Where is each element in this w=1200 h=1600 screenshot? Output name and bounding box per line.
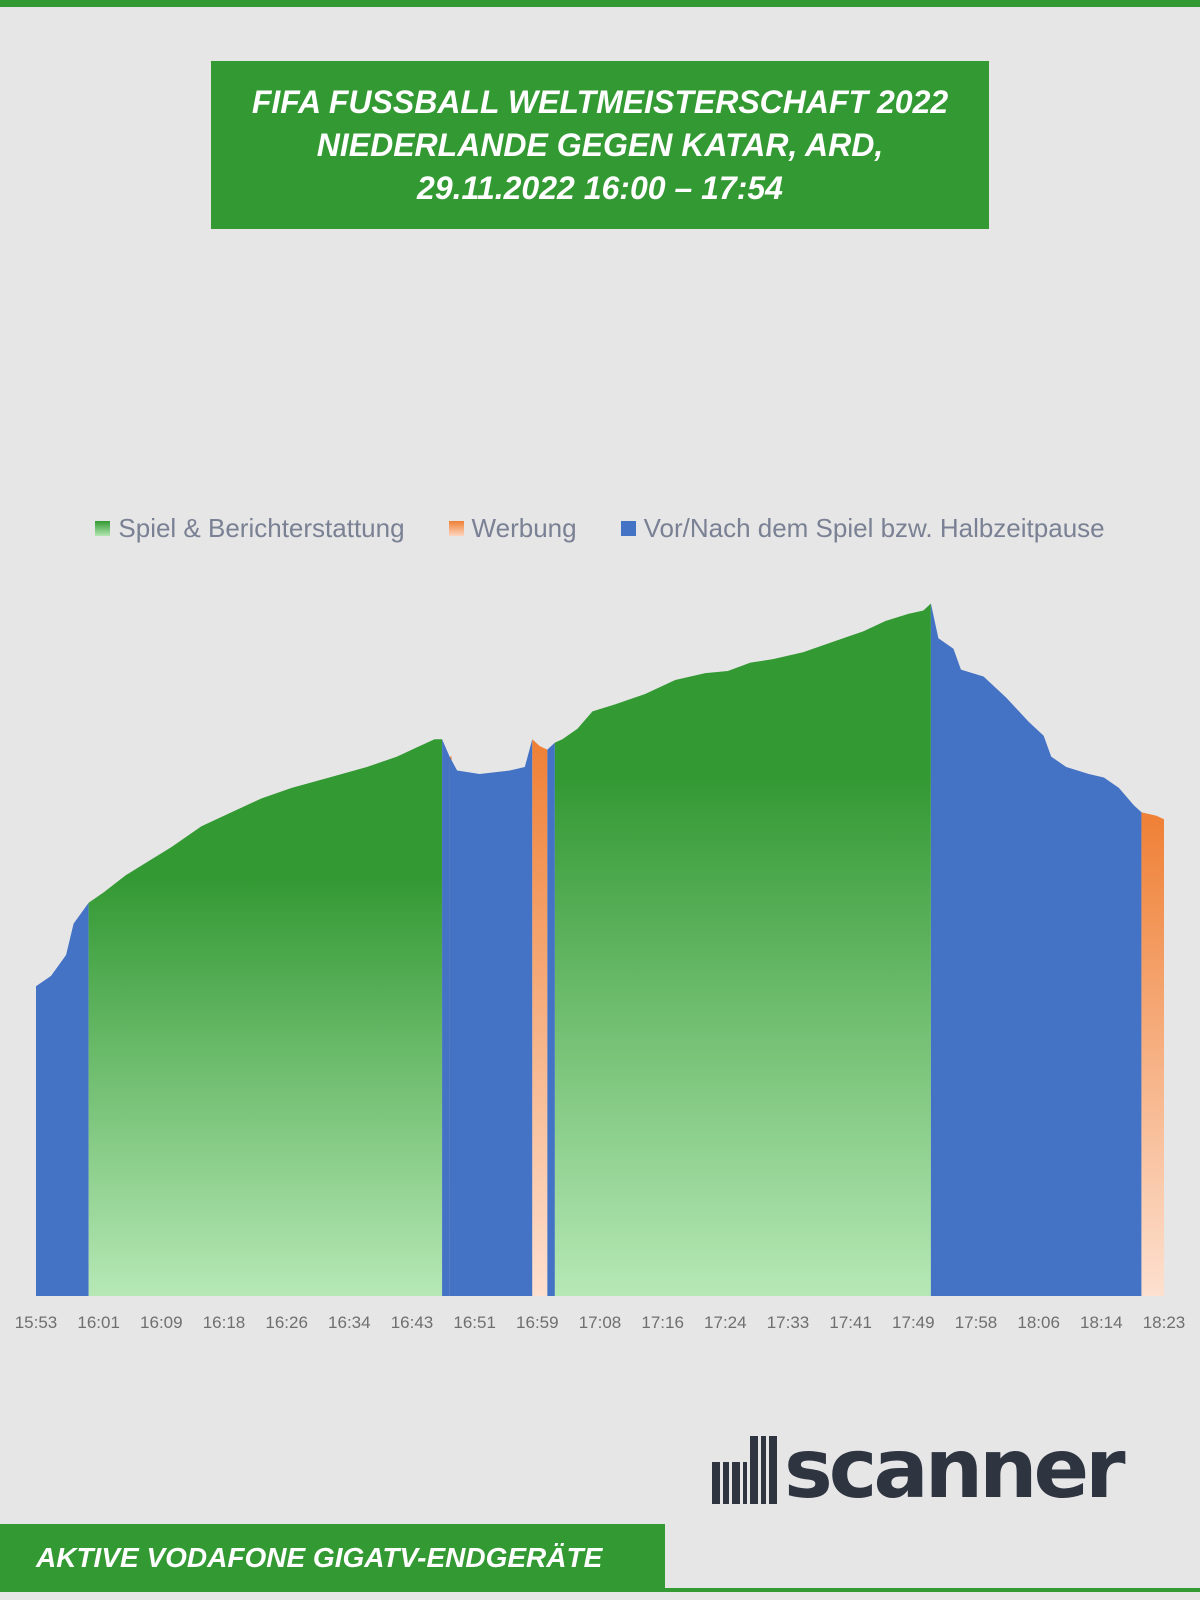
- x-tick-label: 18:23: [1143, 1313, 1186, 1332]
- area-segment-pause: [547, 742, 555, 1296]
- x-tick-label: 18:06: [1017, 1313, 1060, 1332]
- title-line-1: FIFA FUSSBALL WELTMEISTERSCHAFT 2022: [251, 83, 949, 120]
- x-tick-label: 16:09: [140, 1313, 183, 1332]
- chart-title: FIFA FUSSBALL WELTMEISTERSCHAFT 2022 NIE…: [211, 61, 989, 229]
- top-accent-bar: [0, 0, 1200, 7]
- area-segment-pause: [36, 902, 89, 1296]
- area-segment-pause: [442, 739, 450, 1296]
- legend-label-pause: Vor/Nach dem Spiel bzw. Halbzeitpause: [643, 512, 1105, 543]
- x-tick-label: 16:34: [328, 1313, 371, 1332]
- area-segment-pause: [449, 739, 533, 1296]
- x-tick-label: 17:58: [955, 1313, 998, 1332]
- legend-swatch-werbung: [448, 520, 464, 536]
- area-segment-spiel: [88, 739, 443, 1296]
- x-tick-label: 18:14: [1080, 1313, 1123, 1332]
- x-tick-label: 17:33: [767, 1313, 810, 1332]
- x-tick-label: 16:51: [453, 1313, 496, 1332]
- area-chart: 15:53 16:01 16:09 16:18 16:26 16:34 16:43 16:51…: [15, 603, 1186, 1332]
- legend-item-spiel: Spiel & Berichterstattung: [95, 512, 405, 544]
- x-axis-ticks: 15:53 16:01 16:09 16:18 16:26 16:34 16:43 16:51…: [15, 1313, 1186, 1332]
- legend-swatch-pause: [620, 520, 636, 536]
- x-tick-label: 15:53: [15, 1313, 58, 1332]
- x-tick-label: 17:49: [892, 1313, 935, 1332]
- title-line-3: 29.11.2022 16:00 – 17:54: [417, 169, 783, 206]
- area-segment-pause: [930, 603, 1142, 1296]
- bottom-accent-bar: [665, 1588, 1200, 1592]
- legend-swatch-spiel: [95, 520, 111, 536]
- legend: Spiel & Berichterstattung Werbung Vor/Na…: [0, 508, 1200, 548]
- ad-barcode-logo-icon: [712, 1436, 780, 1504]
- logo-text: scanner: [784, 1422, 1126, 1517]
- adscanner-logo: scanner: [712, 1422, 1162, 1517]
- x-tick-label: 16:18: [203, 1313, 246, 1332]
- title-line-2: NIEDERLANDE GEGEN KATAR, ARD,: [316, 126, 884, 163]
- legend-item-werbung: Werbung: [448, 512, 577, 544]
- x-tick-label: 17:16: [641, 1313, 684, 1332]
- area-segment-werbung: [532, 739, 548, 1296]
- footer-label: AKTIVE VODAFONE GIGATV-ENDGERÄTE: [0, 1524, 665, 1592]
- legend-label-werbung: Werbung: [471, 512, 577, 543]
- x-tick-label: 16:59: [516, 1313, 559, 1332]
- x-tick-label: 16:26: [265, 1313, 308, 1332]
- footer-text: AKTIVE VODAFONE GIGATV-ENDGERÄTE: [36, 1542, 603, 1573]
- chart-areas: [36, 603, 1164, 1296]
- legend-label-spiel: Spiel & Berichterstattung: [118, 512, 405, 543]
- x-tick-label: 17:08: [579, 1313, 622, 1332]
- x-tick-label: 17:41: [829, 1313, 872, 1332]
- area-segment-spiel: [554, 603, 931, 1296]
- x-tick-label: 16:43: [391, 1313, 434, 1332]
- area-segment-werbung: [1141, 812, 1164, 1296]
- x-tick-label: 17:24: [704, 1313, 747, 1332]
- x-tick-label: 16:01: [77, 1313, 120, 1332]
- legend-item-pause: Vor/Nach dem Spiel bzw. Halbzeitpause: [620, 512, 1105, 544]
